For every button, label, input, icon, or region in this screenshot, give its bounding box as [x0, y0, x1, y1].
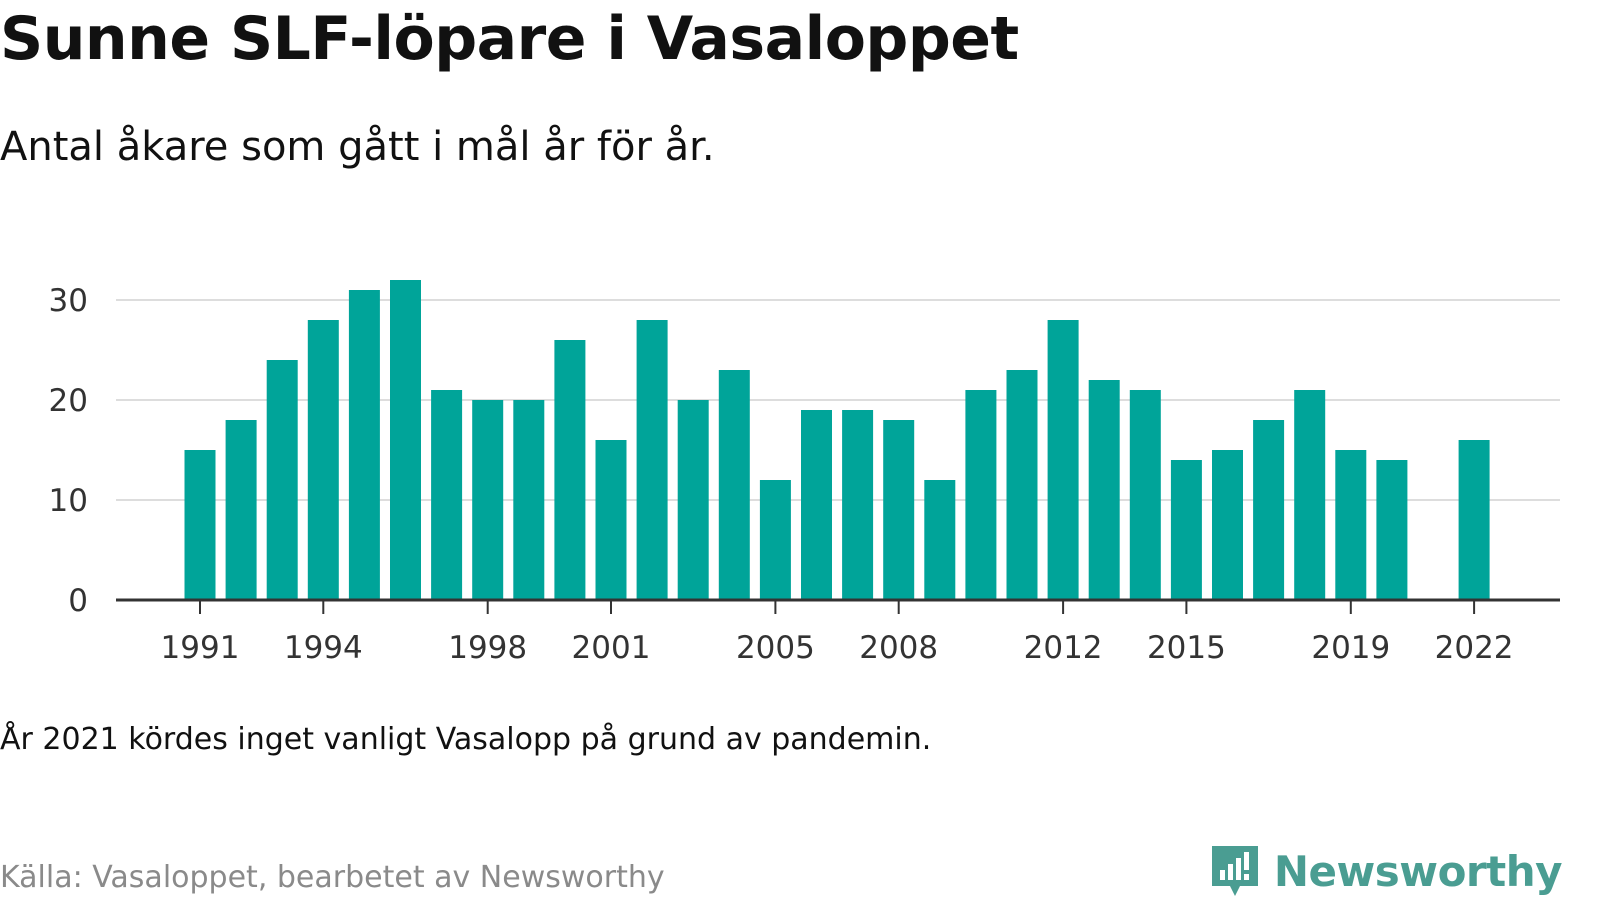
bar-2015 [1170, 460, 1202, 600]
bar-2004 [718, 370, 750, 600]
bar-1994 [307, 320, 339, 600]
chart-title: Sunne SLF-löpare i Vasaloppet [0, 4, 1019, 74]
bar-2001 [595, 440, 627, 600]
bar-2014 [1129, 390, 1161, 600]
bar-2000 [554, 340, 586, 600]
bar-2002 [636, 320, 668, 600]
x-tick-label: 2005 [736, 630, 815, 666]
bar-1995 [348, 290, 380, 600]
y-axis-ticks: 0 10 20 30 [49, 283, 88, 619]
y-tick-label: 0 [68, 583, 88, 619]
x-tick-label: 1994 [284, 630, 363, 666]
bar-2020 [1376, 460, 1408, 600]
bar-2016 [1212, 450, 1243, 600]
bar-2011 [1006, 370, 1038, 600]
x-tick-label: 2022 [1435, 630, 1514, 666]
bar-1991 [184, 450, 216, 600]
x-axis-ticks: 1991 1994 1998 2001 2005 2008 2012 2015 2019 2022 [161, 600, 1514, 666]
x-tick-label: 2001 [572, 630, 651, 666]
bar-2013 [1088, 380, 1120, 600]
bar-2009 [924, 480, 956, 600]
x-tick-label: 1991 [161, 630, 240, 666]
bar-2012 [1047, 320, 1079, 600]
bar-2018 [1294, 390, 1326, 600]
chart-note: År 2021 kördes inget vanligt Vasalopp på… [0, 722, 932, 757]
bar-2006 [801, 410, 832, 600]
bar-2005 [759, 480, 791, 600]
bar-2008 [883, 420, 915, 600]
y-tick-label: 10 [49, 483, 88, 519]
bar-chart: 0 10 20 30 1991 1994 1998 2001 2005 2008 2012 2015… [49, 280, 1560, 666]
bar-1992 [225, 420, 257, 600]
bar-1996 [390, 280, 421, 600]
y-tick-label: 30 [49, 283, 88, 319]
x-tick-label: 1998 [448, 630, 527, 666]
bar-2003 [677, 400, 709, 600]
bar-2019 [1335, 450, 1367, 600]
x-tick-label: 2015 [1147, 630, 1226, 666]
bar-2022 [1458, 440, 1490, 600]
bars [184, 280, 1490, 600]
bar-2007 [842, 410, 874, 600]
bar-2010 [965, 390, 997, 600]
bar-1998 [472, 400, 504, 600]
bar-1993 [266, 360, 298, 600]
brand-logo[interactable]: Newsworthy [1208, 842, 1563, 900]
bar-1999 [513, 400, 545, 600]
chart-subtitle: Antal åkare som gått i mål år för år. [0, 124, 715, 170]
x-tick-label: 2008 [859, 630, 938, 666]
brand-name: Newsworthy [1273, 846, 1563, 896]
bar-2017 [1253, 420, 1285, 600]
newsworthy-logo-icon [1211, 846, 1258, 896]
bar-1997 [431, 390, 463, 600]
source-line: Källa: Vasaloppet, bearbetet av Newswort… [0, 860, 665, 895]
x-tick-label: 2019 [1311, 630, 1390, 666]
x-tick-label: 2012 [1024, 630, 1103, 666]
y-tick-label: 20 [49, 383, 88, 419]
